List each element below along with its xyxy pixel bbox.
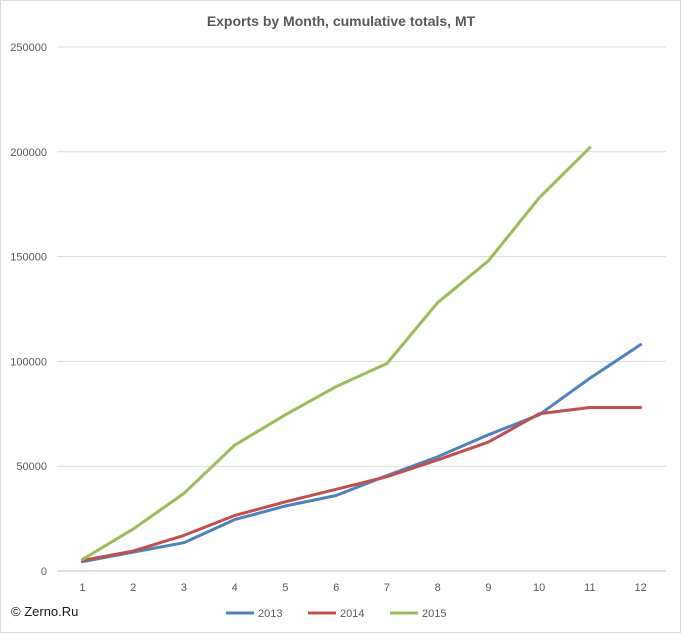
x-tick-label: 11 [584, 582, 595, 594]
y-tick-label: 200000 [10, 147, 47, 159]
chart-title: Exports by Month, cumulative totals, MT [207, 13, 476, 29]
legend-label-2015: 2015 [422, 608, 446, 620]
x-tick-label: 7 [384, 582, 390, 594]
x-tick-label: 8 [435, 582, 441, 594]
x-tick-label: 3 [181, 582, 187, 594]
series-line-2013 [80, 343, 643, 564]
x-tick-label: 12 [635, 582, 647, 594]
legend-label-2013: 2013 [258, 608, 282, 620]
x-tick-label: 9 [485, 582, 491, 594]
y-tick-label: 100000 [10, 356, 47, 368]
x-tick-label: 1 [79, 582, 85, 594]
series-line-2014 [80, 406, 643, 562]
y-axis-ticks: 0 50000 100000 150000 200000 250000 [10, 42, 47, 578]
source-credit: © Zerno.Ru [11, 604, 79, 619]
legend-label-2014: 2014 [340, 608, 364, 620]
series-lines [80, 146, 643, 564]
x-tick-label: 5 [282, 582, 288, 594]
y-tick-label: 150000 [10, 252, 47, 264]
legend: 2013 2014 2015 [226, 608, 446, 620]
x-axis-ticks: 1 2 3 4 5 6 7 8 9 10 11 12 [79, 582, 646, 594]
y-tick-label: 250000 [10, 42, 47, 54]
x-tick-label: 4 [232, 582, 238, 594]
x-tick-label: 6 [333, 582, 339, 594]
y-tick-label: 0 [41, 566, 47, 578]
gridlines [57, 46, 666, 572]
y-tick-label: 50000 [16, 461, 47, 473]
x-tick-label: 2 [130, 582, 136, 594]
series-line-2015 [80, 146, 592, 561]
x-tick-label: 10 [533, 582, 545, 594]
